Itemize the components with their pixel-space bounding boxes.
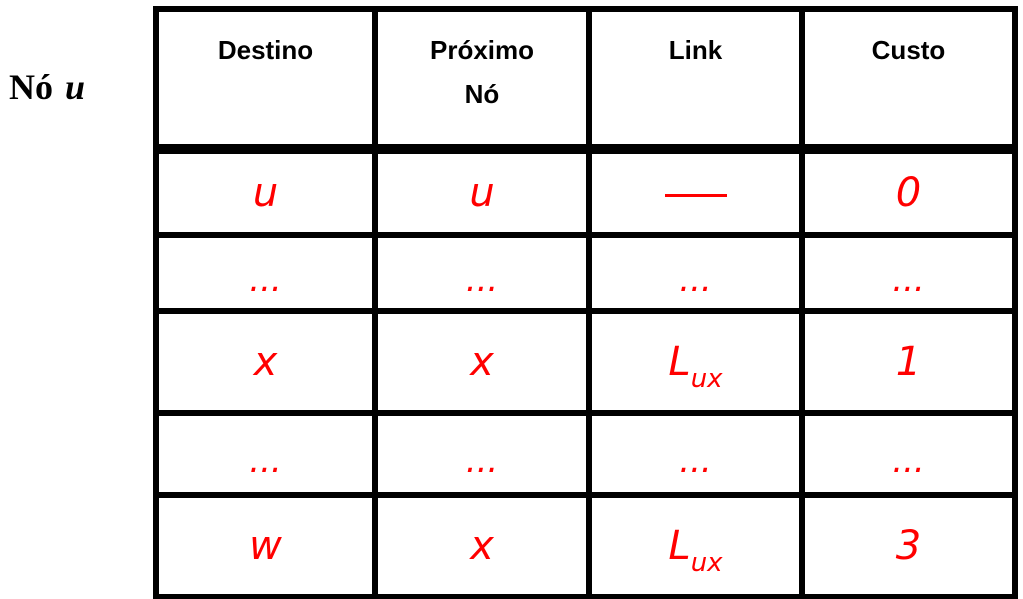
table-header-row: Destino Próximo Nó Link Custo xyxy=(159,12,1012,154)
header-proximo-no: Próximo Nó xyxy=(378,12,592,154)
link-subscript: ux xyxy=(690,548,723,578)
cell-proximo: ... xyxy=(378,238,592,314)
cell-custo: 0 xyxy=(805,154,1012,238)
cell-destino: ... xyxy=(159,416,378,498)
table-row: ... ... ... ... xyxy=(159,416,1012,498)
node-label: Nó u xyxy=(9,66,85,108)
table-row: w x Lux 3 xyxy=(159,498,1012,594)
link-main: L xyxy=(668,523,691,569)
cell-custo: 3 xyxy=(895,523,922,569)
cell-link xyxy=(592,154,805,238)
dash-icon xyxy=(664,193,727,197)
cell-link: ... xyxy=(592,238,805,314)
cell-proximo: ... xyxy=(378,416,592,498)
table-row: x x Lux 1 xyxy=(159,314,1012,416)
header-link-text: Link xyxy=(668,35,723,65)
cell-custo: 1 xyxy=(805,314,1012,416)
header-destino: Destino xyxy=(159,12,378,154)
table-row: ... ... ... ... xyxy=(159,238,1012,314)
cell-destino: u xyxy=(159,154,378,238)
node-prefix: Nó xyxy=(9,67,53,107)
node-name: u xyxy=(65,67,86,107)
cell-custo: ... xyxy=(805,416,1012,498)
header-proximo-text: Próximo xyxy=(429,35,535,65)
header-no-text: Nó xyxy=(464,79,500,109)
cell-proximo: x xyxy=(378,314,592,416)
link-main: L xyxy=(668,339,691,385)
link-subscript: ux xyxy=(690,364,723,394)
cell-link: Lux xyxy=(592,498,805,594)
cell-link: ... xyxy=(592,416,805,498)
table-row: u u 0 xyxy=(159,154,1012,238)
header-custo-text: Custo xyxy=(871,35,946,65)
header-link: Link xyxy=(592,12,805,154)
header-destino-text: Destino xyxy=(217,35,314,65)
cell-destino: w xyxy=(159,498,378,594)
routing-table: Destino Próximo Nó Link Custo u u 0 ... … xyxy=(153,6,1018,599)
cell-custo: ... xyxy=(805,238,1012,314)
header-custo: Custo xyxy=(805,12,1012,154)
cell-destino: x xyxy=(159,314,378,416)
cell-destino: ... xyxy=(159,238,378,314)
cell-proximo: u xyxy=(378,154,592,238)
cell-link: Lux xyxy=(592,314,805,416)
cell-proximo: x xyxy=(378,498,592,594)
